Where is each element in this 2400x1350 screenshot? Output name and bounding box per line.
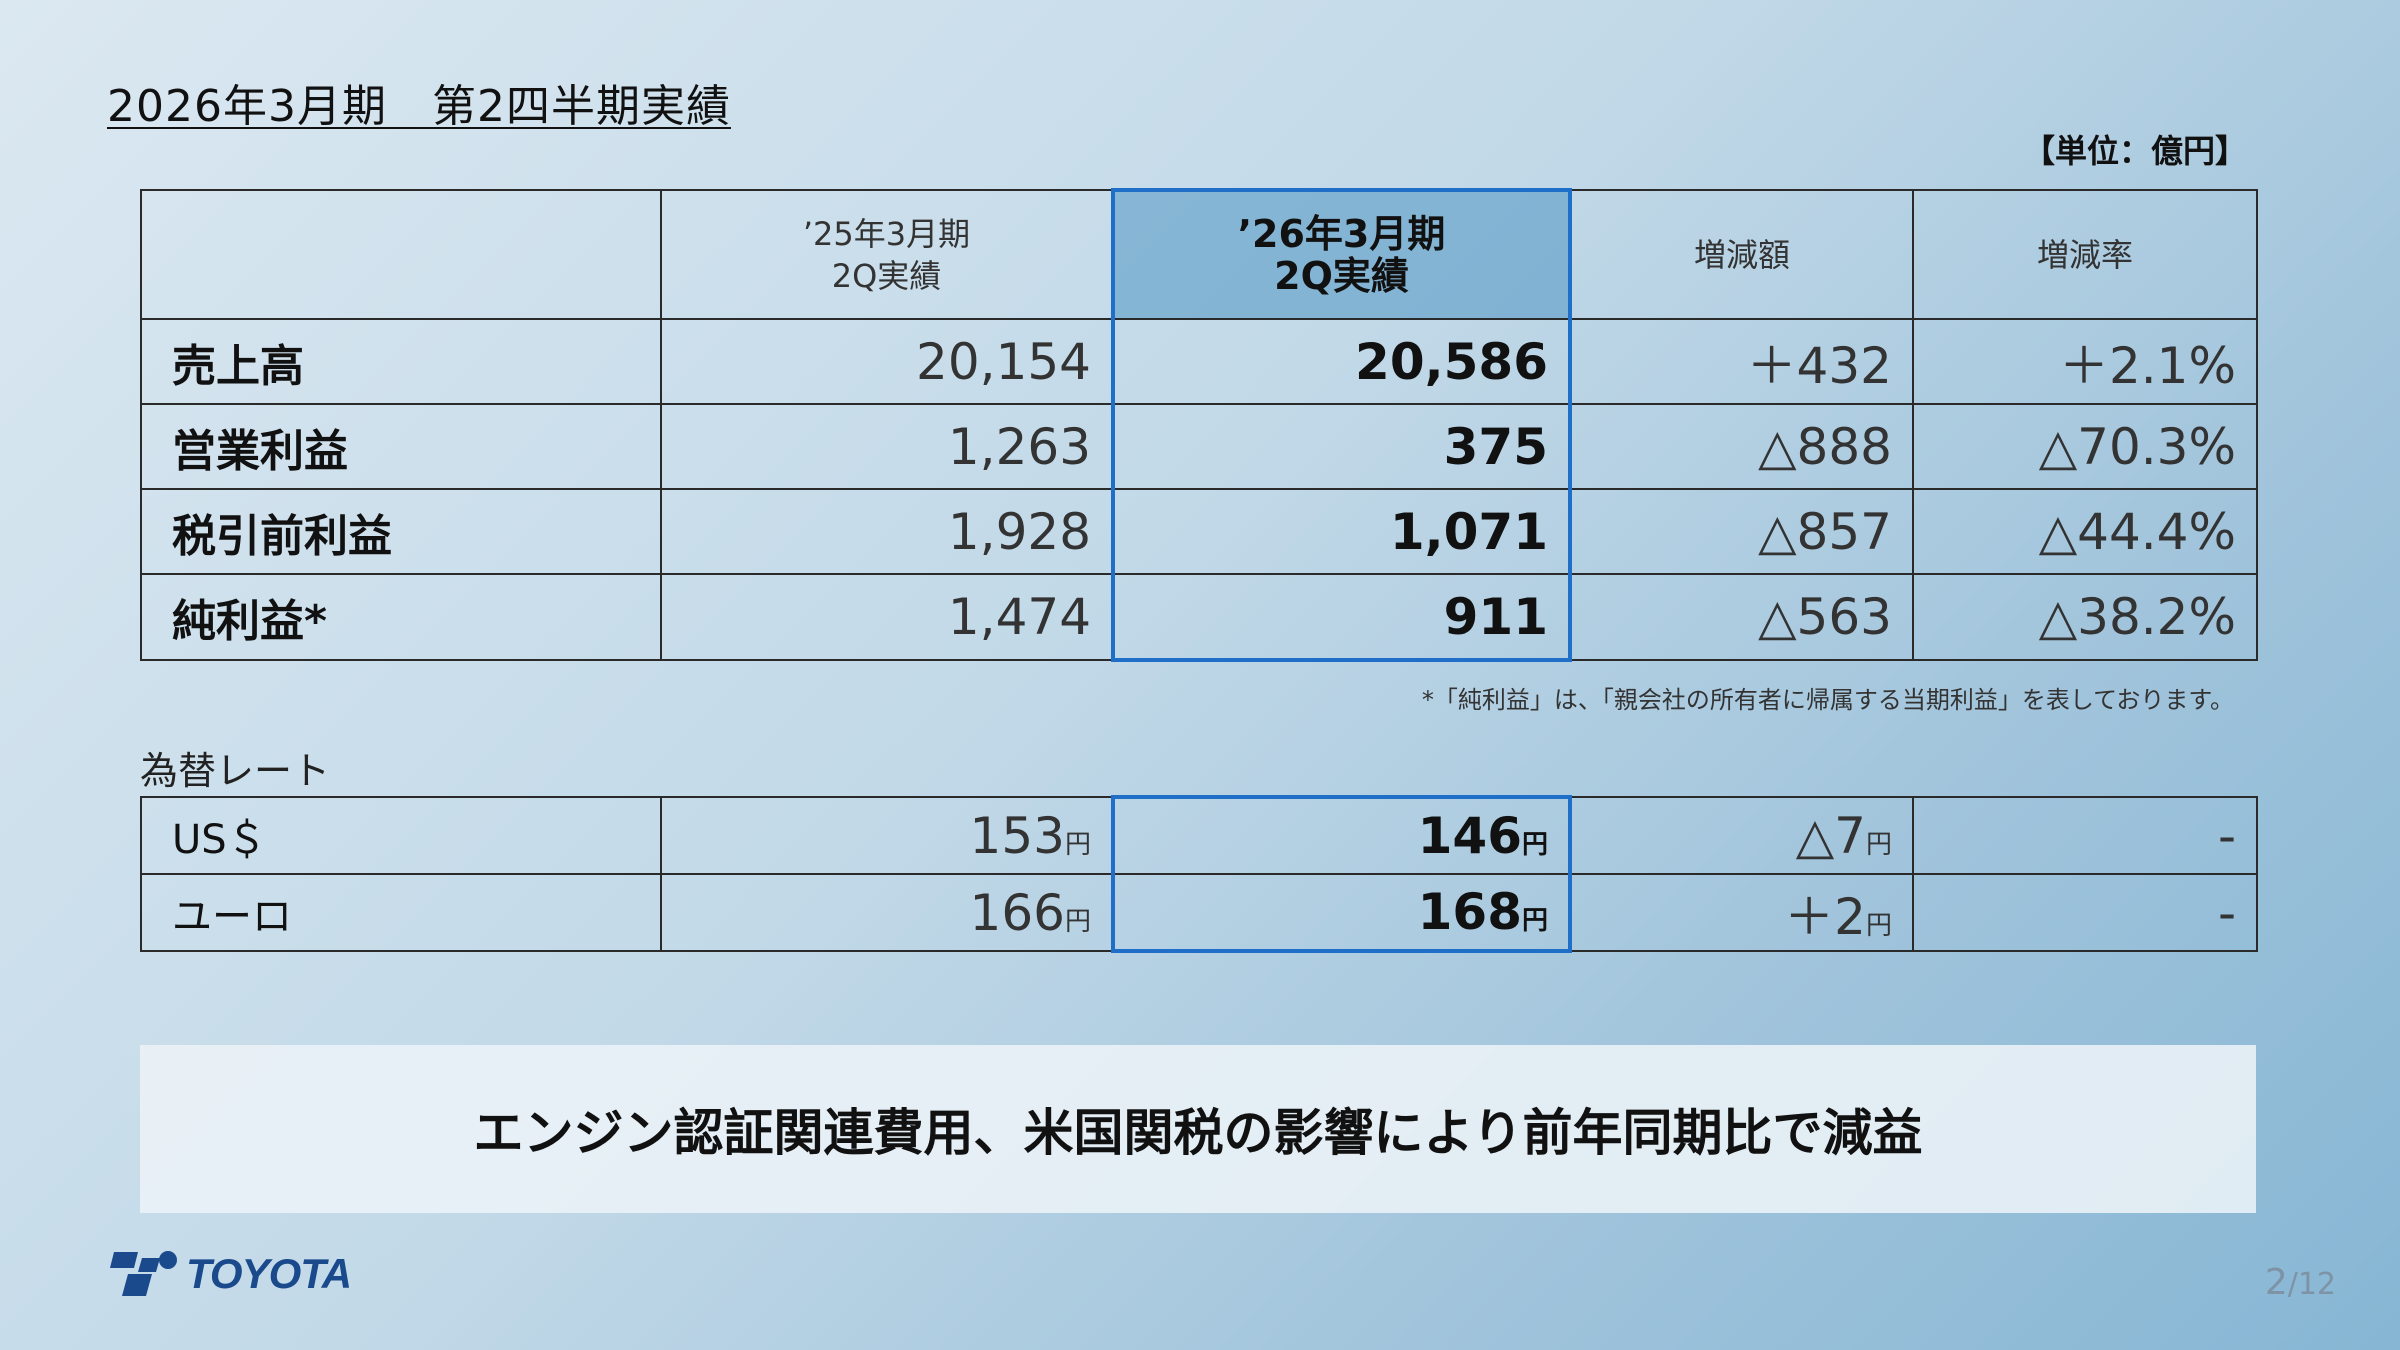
fx-prev: 153円 bbox=[660, 796, 1114, 875]
fx-diff: △7円 bbox=[1569, 796, 1914, 875]
header-rate: 増減率 bbox=[1912, 189, 2258, 320]
rate-value: △44.4% bbox=[1912, 488, 2258, 575]
row-label: 税引前利益 bbox=[140, 488, 662, 575]
results-header-row: ’25年3月期 2Q実績 ’26年3月期 2Q実績 増減額 増減率 bbox=[140, 188, 2258, 320]
logo-wordmark: TOYOTA bbox=[186, 1250, 352, 1297]
prev-value: 1,474 bbox=[660, 573, 1114, 661]
fx-rate: - bbox=[1912, 873, 2258, 952]
fx-table: US＄ 153円 146円 △7円 - ユーロ 166円 168円 ＋2円 - bbox=[140, 795, 2258, 953]
fx-currency-label: ユーロ bbox=[140, 873, 662, 952]
page-current: 2 bbox=[2264, 1262, 2288, 1303]
row-label: 純利益* bbox=[140, 573, 662, 661]
unit-label: 【単位：億円】 bbox=[2022, 132, 2247, 170]
yen-unit: 円 bbox=[1521, 906, 1548, 936]
header-prev-line2: 2Q実績 bbox=[831, 256, 942, 295]
rate-value: △70.3% bbox=[1912, 403, 2258, 490]
row-label: 売上高 bbox=[140, 318, 662, 405]
yen-unit: 円 bbox=[1064, 906, 1091, 937]
header-diff: 増減額 bbox=[1569, 189, 1914, 320]
fx-curr: 168円 bbox=[1111, 873, 1572, 953]
diff-value: △563 bbox=[1569, 573, 1914, 661]
curr-value: 20,586 bbox=[1111, 318, 1572, 405]
header-prev: ’25年3月期 2Q実績 bbox=[660, 189, 1114, 320]
header-prev-line1: ’25年3月期 bbox=[802, 214, 971, 253]
curr-value: 375 bbox=[1111, 403, 1572, 490]
table-row: 営業利益 1,263 375 △888 △70.3% bbox=[140, 403, 2258, 490]
fx-curr: 146円 bbox=[1111, 795, 1572, 875]
fx-prev: 166円 bbox=[660, 873, 1114, 952]
fx-curr-value: 168 bbox=[1417, 883, 1522, 941]
yen-unit: 円 bbox=[1865, 829, 1892, 860]
row-label: 営業利益 bbox=[140, 403, 662, 490]
table-row: ユーロ 166円 168円 ＋2円 - bbox=[140, 873, 2258, 953]
fx-currency-label: US＄ bbox=[140, 796, 662, 875]
diff-value: △857 bbox=[1569, 488, 1914, 575]
header-empty bbox=[140, 189, 662, 320]
yen-unit: 円 bbox=[1521, 830, 1548, 860]
fx-section-label: 為替レート bbox=[140, 749, 331, 793]
table-row: 純利益* 1,474 911 △563 △38.2% bbox=[140, 573, 2258, 662]
diff-value: △888 bbox=[1569, 403, 1914, 490]
fx-rate: - bbox=[1912, 796, 2258, 875]
fx-diff-value: △7 bbox=[1795, 806, 1866, 865]
yen-unit: 円 bbox=[1064, 829, 1091, 860]
page-number: 2/12 bbox=[2265, 1262, 2336, 1303]
fx-prev-value: 153 bbox=[969, 806, 1065, 865]
diff-value: ＋432 bbox=[1569, 318, 1914, 405]
header-curr-line2: 2Q実績 bbox=[1274, 254, 1409, 298]
prev-value: 1,928 bbox=[660, 488, 1114, 575]
fx-diff-value: ＋2 bbox=[1784, 887, 1866, 946]
yen-unit: 円 bbox=[1865, 910, 1892, 941]
table-row: US＄ 153円 146円 △7円 - bbox=[140, 795, 2258, 875]
fx-diff: ＋2円 bbox=[1569, 873, 1914, 952]
table-row: 税引前利益 1,928 1,071 △857 △44.4% bbox=[140, 488, 2258, 575]
page-total: /12 bbox=[2287, 1267, 2336, 1302]
curr-value: 1,071 bbox=[1111, 488, 1572, 575]
rate-value: ＋2.1% bbox=[1912, 318, 2258, 405]
summary-banner: エンジン認証関連費用、米国関税の影響により前年同期比で減益 bbox=[140, 1045, 2256, 1213]
toyota-mark-icon bbox=[110, 1251, 177, 1296]
prev-value: 20,154 bbox=[660, 318, 1114, 405]
results-table: ’25年3月期 2Q実績 ’26年3月期 2Q実績 増減額 増減率 売上高 20… bbox=[140, 188, 2258, 662]
fx-curr-value: 146 bbox=[1417, 807, 1522, 865]
page-title: 2026年3月期 第2四半期実績 bbox=[107, 81, 731, 132]
table-row: 売上高 20,154 20,586 ＋432 ＋2.1% bbox=[140, 318, 2258, 405]
header-curr-line1: ’26年3月期 bbox=[1237, 212, 1446, 256]
toyota-logo: TOYOTA bbox=[108, 1250, 352, 1298]
curr-value: 911 bbox=[1111, 573, 1572, 662]
fx-prev-value: 166 bbox=[969, 883, 1065, 942]
prev-value: 1,263 bbox=[660, 403, 1114, 490]
header-curr: ’26年3月期 2Q実績 bbox=[1111, 188, 1572, 320]
footnote: *「純利益」は、「親会社の所有者に帰属する当期利益」を表しております。 bbox=[1421, 686, 2234, 714]
rate-value: △38.2% bbox=[1912, 573, 2258, 661]
